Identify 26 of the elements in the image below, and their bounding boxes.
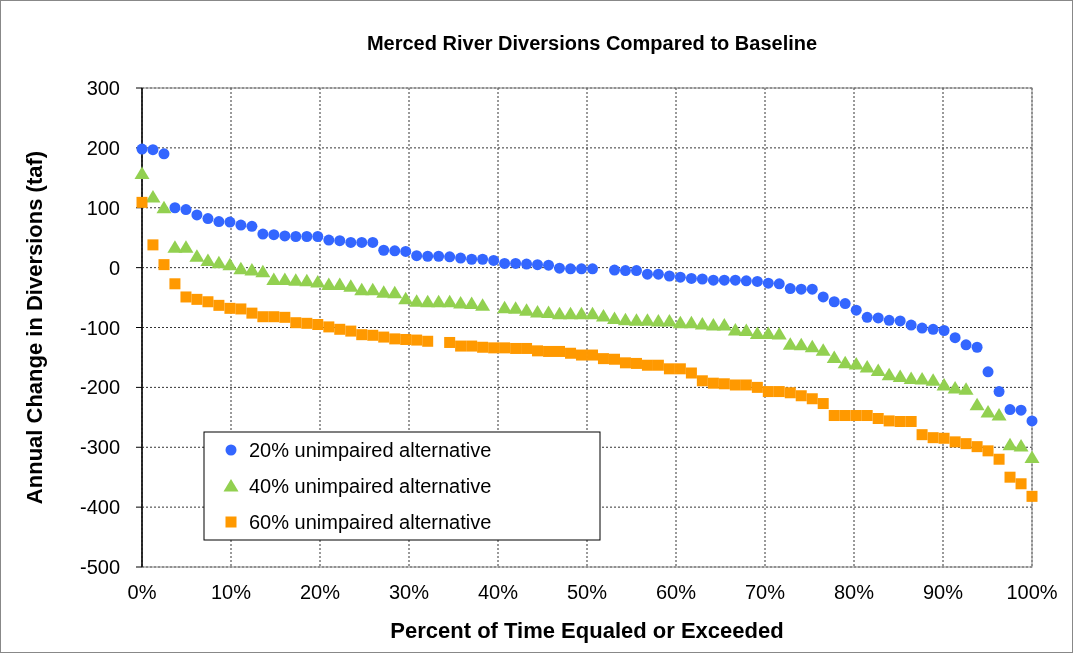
x-tick-label: 70% [744,581,786,603]
y-tick-label: -200 [79,376,120,399]
x-tick-label: 90% [922,581,964,603]
x-tick-label: 50% [566,581,608,603]
x-tick-label: 10% [210,581,252,603]
y-tick-label: 0 [108,256,120,279]
x-tick-label: 30% [388,581,430,603]
legend-label: 60% unimpaired alternative [249,511,492,533]
chart-title: Merced River Diversions Compared to Baseline [366,32,818,54]
x-tick-label: 20% [299,581,341,603]
y-tick-label: -400 [79,496,120,519]
y-tick-label: -300 [79,436,120,459]
x-tick-label: 60% [655,581,697,603]
y-tick-label: 100 [86,196,120,219]
x-tick-label: 100% [1006,581,1058,603]
legend-label: 20% unimpaired alternative [249,439,492,461]
y-tick-label: -500 [79,556,120,578]
x-tick-label: 80% [833,581,875,603]
x-axis-title: Percent of Time Equaled or Exceeded [390,618,784,643]
legend-label: 40% unimpaired alternative [249,475,492,497]
y-tick-label: 300 [86,77,120,99]
y-tick-label: 200 [86,136,120,159]
y-tick-label: -100 [79,316,120,339]
x-tick-label: 40% [477,581,519,603]
x-tick-label: 0% [127,581,157,603]
y-axis-title: Annual Change in Diversions (taf) [22,150,47,505]
